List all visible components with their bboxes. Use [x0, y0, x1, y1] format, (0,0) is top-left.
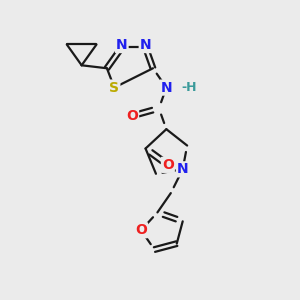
Text: N: N — [160, 81, 172, 94]
Text: N: N — [177, 162, 188, 176]
Text: O: O — [126, 109, 138, 123]
Text: N: N — [140, 38, 152, 52]
Text: -H: -H — [181, 81, 197, 94]
Text: S: S — [109, 81, 119, 94]
Text: O: O — [162, 158, 174, 172]
Text: N: N — [116, 38, 128, 52]
Text: O: O — [135, 223, 147, 237]
